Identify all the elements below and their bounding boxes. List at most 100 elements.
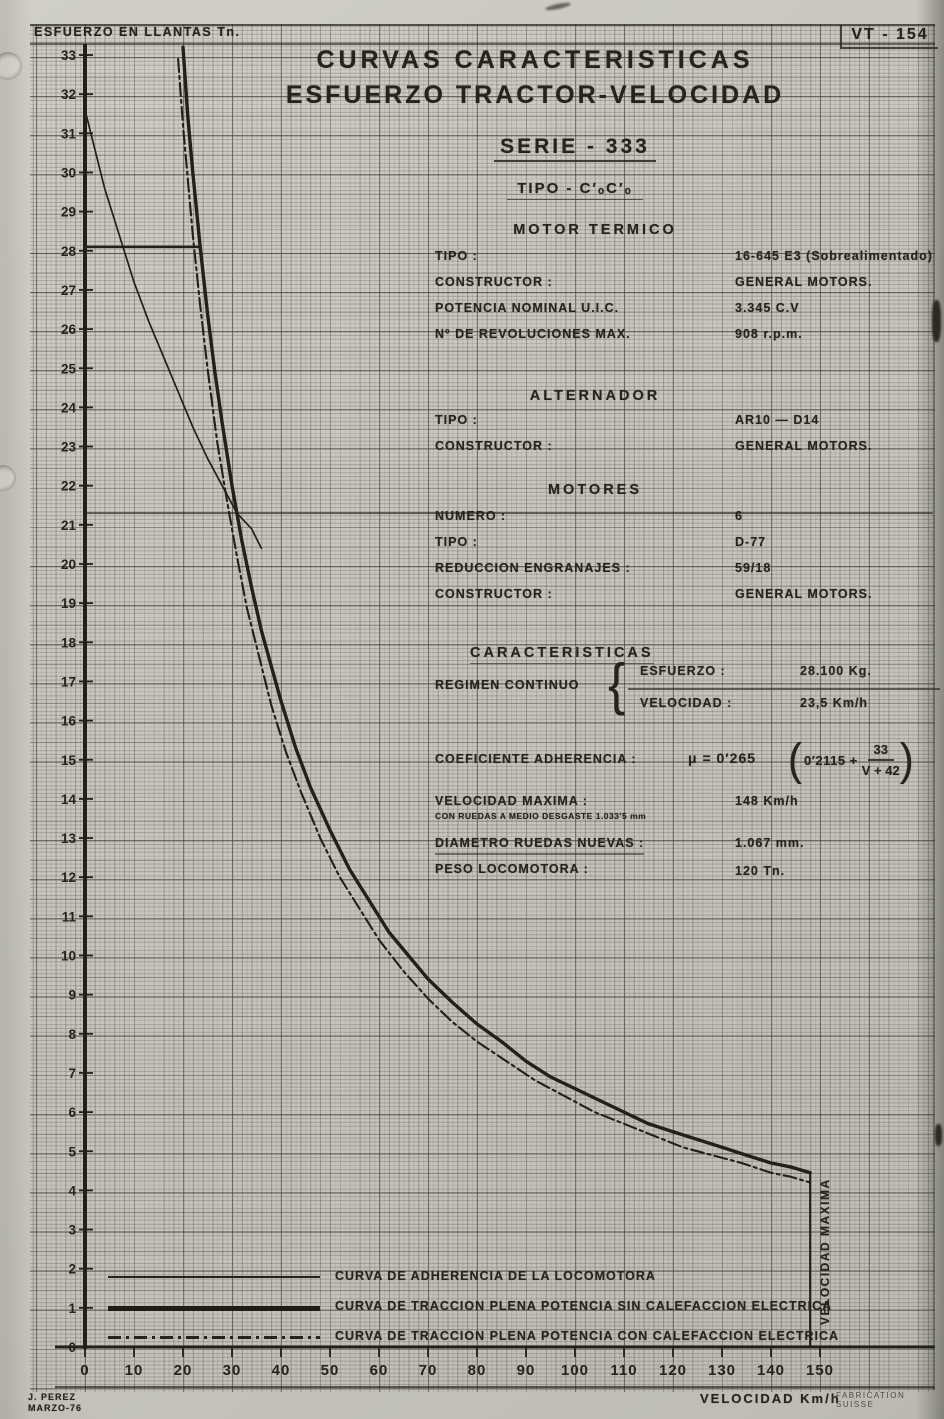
legend-line-thick-icon (108, 1306, 320, 1311)
x-tick-label: 70 (419, 1362, 438, 1379)
x-tick-label: 120 (659, 1362, 687, 1379)
y-tick-label: 7 (68, 1066, 76, 1081)
y-tick-label: 4 (68, 1183, 76, 1198)
spec-label: CONSTRUCTOR : (435, 439, 553, 453)
legend-line-dashdot-icon (108, 1336, 320, 1339)
spec-label: TIPO : (435, 535, 478, 549)
y-tick-label: 20 (61, 557, 76, 572)
y-tick-label: 25 (61, 361, 77, 376)
y-tick-label: 33 (61, 48, 77, 63)
spec-row: TIPO : 16-645 E3 (Sobrealimentado) (435, 249, 940, 275)
peso-label: PESO LOCOMOTORA : (435, 862, 589, 876)
spec-value: 59/18 (735, 561, 772, 575)
spec-value: GENERAL MOTORS. (735, 587, 873, 601)
x-tick-label: 50 (321, 1362, 340, 1379)
y-tick-label: 3 (68, 1223, 76, 1238)
x-tick-label: 110 (610, 1362, 637, 1379)
y-tick-label: 12 (61, 870, 76, 885)
y-tick-label: 0 (68, 1340, 76, 1355)
spec-row: TIPO : D-77 (435, 535, 940, 561)
punch-hole-icon (0, 52, 22, 80)
legend-line-thin-icon (108, 1276, 320, 1278)
y-tick-label: 31 (61, 126, 77, 141)
caracteristicas-heading: CARACTERISTICAS (470, 645, 654, 664)
y-tick-label: 24 (61, 400, 77, 415)
curve-adherencia (84, 109, 263, 550)
legend-label: CURVA DE ADHERENCIA DE LA LOCOMOTORA (335, 1269, 656, 1283)
esfuerzo-value: 28.100 Kg. (800, 664, 872, 678)
section-rows: TIPO : 16-645 E3 (Sobrealimentado) CONSTRU… (435, 249, 940, 353)
y-axis-title: ESFUERZO EN LLANTAS Tn. (34, 25, 241, 39)
velocidad-value: 23,5 Km/h (800, 696, 869, 710)
y-tick-label: 9 (68, 988, 76, 1003)
bottom-rule-line (55, 1386, 935, 1388)
spec-value: 3.345 C.V (735, 301, 800, 315)
y-tick-label: 11 (62, 909, 77, 924)
spec-value: GENERAL MOTORS. (735, 275, 873, 289)
x-tick-label: 140 (757, 1362, 785, 1379)
section-rows: TIPO : AR10 — D14 CONSTRUCTOR : GENERAL MOT… (435, 413, 940, 465)
x-tick-label: 30 (223, 1362, 242, 1379)
y-tick-label: 8 (68, 1027, 76, 1042)
spec-row: CONSTRUCTOR : GENERAL MOTORS. (435, 439, 940, 465)
spec-value: D-77 (735, 535, 767, 549)
author-signature: J. PEREZ MARZO-76 (28, 1392, 82, 1414)
y-tick-label: 17 (61, 674, 76, 689)
page-title-line2: ESFUERZO TRACTOR-VELOCIDAD (285, 81, 785, 109)
scan-smudge (935, 1124, 942, 1146)
spec-row: REDUCCION ENGRANAJES : 59/18 (435, 561, 940, 587)
coef-formula: ( 0′2115 + 33 V + 42 ) (788, 734, 914, 785)
coef-term: 0′2115 + (804, 752, 858, 768)
x-tick-label: 40 (272, 1362, 291, 1379)
y-tick-label: 29 (61, 205, 76, 220)
x-tick-label: 150 (806, 1362, 834, 1379)
spec-row: CONSTRUCTOR : GENERAL MOTORS. (435, 587, 940, 613)
coef-adherencia-label: COEFICIENTE ADHERENCIA : (435, 752, 637, 766)
section-heading: ALTERNADOR (529, 388, 661, 404)
y-tick-label: 32 (61, 87, 76, 102)
spec-label: TIPO : (435, 249, 478, 263)
y-tick-label: 27 (61, 283, 76, 298)
ruedas-label: DIAMETRO RUEDAS NUEVAS : (435, 836, 645, 855)
fraction-numerator: 33 (867, 742, 894, 761)
spec-row: NUMERO : 6 (435, 509, 940, 535)
y-tick-label: 1 (68, 1301, 76, 1316)
curve-sin-calefaccion (181, 45, 812, 1175)
fraction-denominator: V + 42 (861, 763, 900, 778)
coef-mu-value: μ = 0′265 (688, 750, 757, 766)
paren-close: ) (899, 734, 914, 785)
brace-glyph: { (608, 653, 626, 717)
spec-label: CONSTRUCTOR : (435, 275, 553, 289)
y-tick-label: 15 (61, 753, 77, 768)
spec-row: TIPO : AR10 — D14 (435, 413, 940, 439)
spec-value: GENERAL MOTORS. (735, 439, 873, 453)
spec-label: CONSTRUCTOR : (435, 587, 553, 601)
punch-hole-icon (0, 465, 16, 491)
section-motores: MOTORES NUMERO : 6 TIPO : D-77 REDUCCION ENG… (435, 482, 940, 613)
velocidad-label: VELOCIDAD : (640, 696, 733, 710)
y-tick-label: 22 (61, 479, 76, 494)
doc-code: VT - 154 (840, 25, 938, 49)
peso-value: 120 Tn. (735, 864, 786, 878)
rule-line (628, 688, 940, 690)
legend-label: CURVA DE TRACCION PLENA POTENCIA SIN CAL… (335, 1299, 833, 1313)
spec-label: REDUCCION ENGRANAJES : (435, 561, 631, 575)
y-tick-label: 14 (61, 792, 77, 807)
fraction: 33 V + 42 (862, 742, 900, 778)
y-tick-label: 18 (61, 635, 77, 650)
spec-value: 16-645 E3 (Sobrealimentado) (735, 249, 933, 263)
x-tick-label: 100 (561, 1362, 589, 1379)
x-tick-label: 20 (174, 1362, 193, 1379)
y-tick-label: 30 (61, 166, 76, 181)
section-alternador: ALTERNADOR TIPO : AR10 — D14 CONSTRUCTOR :… (435, 388, 940, 465)
fabrication-note: FABRICATION SUISSE (836, 1391, 906, 1409)
author-date: MARZO-76 (28, 1403, 83, 1413)
y-tick-label: 26 (61, 322, 77, 337)
esfuerzo-label: ESFUERZO : (640, 664, 726, 678)
y-tick-label: 6 (68, 1105, 76, 1120)
x-axis-title: VELOCIDAD Km/h (700, 1391, 841, 1406)
tipo-subtitle: TIPO - C′ₒC′ₒ (430, 180, 720, 200)
spec-row: CONSTRUCTOR : GENERAL MOTORS. (435, 275, 940, 301)
vmax-value: 148 Km/h (735, 794, 799, 808)
